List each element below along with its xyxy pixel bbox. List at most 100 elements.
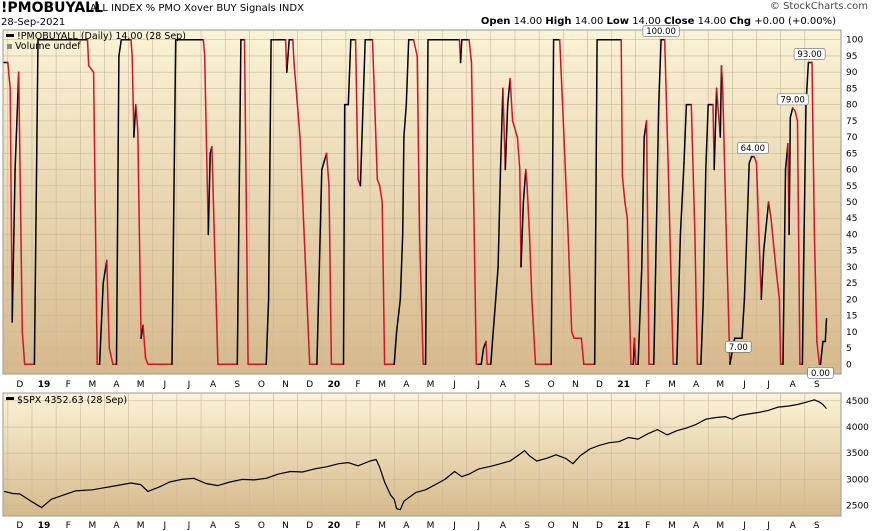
legend-main: !PMOBUYALL (Daily) 14.00 (28 Sep) <box>17 31 186 42</box>
pmo-y-tick-85: 85 <box>846 84 857 94</box>
pmo-segment-96 <box>485 340 488 366</box>
pmo-segment-104 <box>504 103 509 171</box>
pmo-segment-114 <box>528 233 533 301</box>
pmo-segment-110 <box>520 201 525 268</box>
pmo-x-label-7: J <box>187 380 191 390</box>
pmo-segment-99 <box>492 298 497 333</box>
pmo-segment-181 <box>770 217 777 268</box>
pmo-x-label-16: A <box>403 380 410 390</box>
pmo-x-label-12: D <box>306 380 313 390</box>
description-text: ALL INDEX % PMO Xover BUY Signals <box>90 3 276 14</box>
open-value: 14.00 <box>513 16 543 27</box>
pmo-segment-153 <box>690 103 696 236</box>
ohlc-readout: Open 14.00 High 14.00 Low 14.00 Close 14… <box>481 16 836 27</box>
spx-x-label-3: M <box>88 521 96 531</box>
high-label: High <box>545 16 572 27</box>
pmo-segment-40 <box>213 233 219 366</box>
pmo-segment-195 <box>802 103 807 268</box>
pmo-segment-27 <box>137 129 141 236</box>
pmo-x-label-9: S <box>234 380 240 390</box>
pmo-y-tick-45: 45 <box>846 214 857 224</box>
pmo-segment-103 <box>502 87 507 171</box>
symbol-description: ALL INDEX % PMO Xover BUY Signals INDX <box>90 3 304 14</box>
spx-x-label-27: M <box>668 521 676 531</box>
pmo-segment-117 <box>550 38 555 366</box>
pmo-segment-15 <box>98 282 104 366</box>
pmo-x-label-15: M <box>378 380 386 390</box>
spx-line <box>4 399 827 511</box>
pmo-segment-78 <box>403 103 408 138</box>
spx-y-tick-3500: 3500 <box>846 449 869 459</box>
pmo-x-label-13: 20 <box>328 380 341 390</box>
annotation-box-5 <box>807 366 834 379</box>
legend-swatch-spx <box>6 397 14 400</box>
pmo-segment-57 <box>321 152 328 171</box>
spx-x-label-0: D <box>16 521 23 531</box>
spx-x-label-22: O <box>548 521 555 531</box>
pmo-x-label-32: A <box>790 380 797 390</box>
pmo-segment-30 <box>142 324 147 359</box>
pmo-y-tick-70: 70 <box>846 133 858 143</box>
pmo-segment-189 <box>789 107 794 119</box>
annotation-box-3 <box>776 93 809 106</box>
pmo-segment-98 <box>490 331 494 366</box>
pmo-segment-183 <box>778 298 782 366</box>
spx-x-label-16: A <box>403 521 410 531</box>
pmo-segment-12 <box>87 64 95 73</box>
pmo-segment-106 <box>509 77 514 122</box>
pmo-x-label-29: M <box>716 380 724 390</box>
pmo-segment-150 <box>679 162 685 236</box>
pmo-segment-157 <box>702 168 707 301</box>
spx-x-label-15: M <box>378 521 386 531</box>
pmo-segment-79 <box>405 38 410 106</box>
spx-x-label-5: M <box>137 521 145 531</box>
pmo-y-tick-5: 5 <box>846 344 852 354</box>
pmo-segment-179 <box>762 201 770 252</box>
pmo-segment-36 <box>203 55 210 236</box>
annotation-label-3: 79.00 <box>781 95 805 105</box>
pmo-segment-20 <box>115 55 120 366</box>
legend-volume: Volume undef <box>15 41 81 52</box>
spx-x-label-2: F <box>66 521 71 531</box>
pmo-segment-172 <box>746 162 750 236</box>
pmo-segment-2 <box>7 61 11 90</box>
pmo-segment-33 <box>171 38 177 366</box>
annotation-label-4: 93.00 <box>797 50 821 60</box>
pmo-y-tick-50: 50 <box>846 198 858 208</box>
pmo-segment-180 <box>767 201 772 219</box>
pmo-segment-182 <box>775 266 781 301</box>
pmo-segment-194 <box>801 266 805 366</box>
spx-x-label-8: A <box>210 521 217 531</box>
symbol-title: !PMOBUYALL <box>1 0 103 16</box>
pmo-segment-52 <box>292 38 295 64</box>
pmo-segment-158 <box>705 103 709 171</box>
spx-x-label-24: D <box>596 521 603 531</box>
pmo-segment-107 <box>511 120 519 138</box>
pmo-segment-151 <box>683 103 688 164</box>
pmo-segment-67 <box>359 38 366 187</box>
annotation-box-2 <box>725 341 752 353</box>
pmo-segment-156 <box>700 298 705 366</box>
pmo-segment-131 <box>624 201 629 219</box>
pmo-segment-18 <box>108 347 114 366</box>
pmo-x-label-27: M <box>668 380 676 390</box>
pmo-y-tick-35: 35 <box>846 247 857 257</box>
pmo-x-label-18: J <box>452 380 456 390</box>
spx-x-label-11: N <box>282 521 289 531</box>
pmo-y-tick-30: 30 <box>846 263 858 273</box>
pmo-segment-144 <box>657 38 662 106</box>
pmo-x-label-19: J <box>476 380 480 390</box>
pmo-segment-31 <box>144 357 149 366</box>
pmo-segment-9 <box>33 38 39 366</box>
spx-x-label-20: A <box>500 521 507 531</box>
pmo-segment-137 <box>637 266 643 366</box>
pmo-segment-72 <box>381 201 386 366</box>
exchange-label: INDX <box>278 3 304 14</box>
pmo-segment-39 <box>211 146 216 236</box>
pmo-segment-76 <box>399 233 404 301</box>
pmo-segment-88 <box>459 38 463 64</box>
pmo-segment-53 <box>293 61 301 138</box>
pmo-segment-175 <box>753 155 758 164</box>
pmo-segment-146 <box>663 38 670 171</box>
pmo-segment-192 <box>796 120 801 366</box>
